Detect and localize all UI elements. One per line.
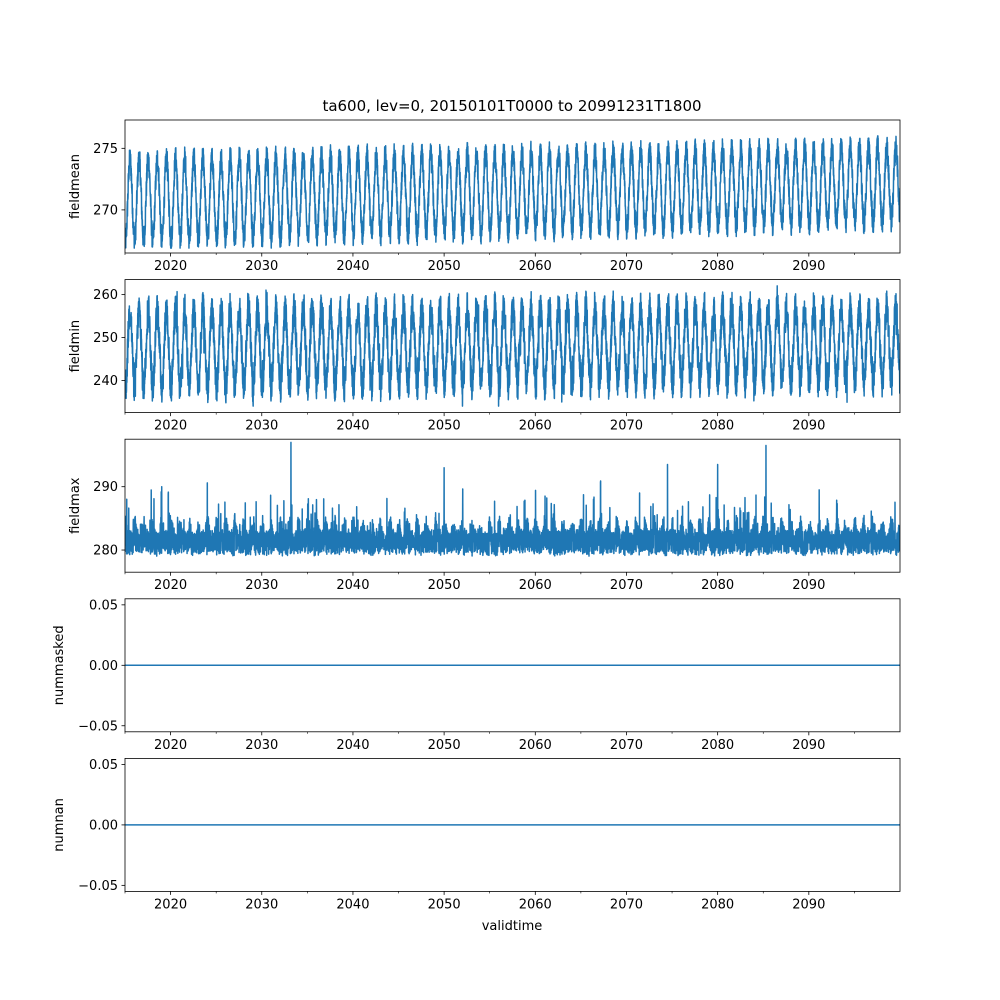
subplot-nummasked: 2020 2030 2040 2050 2060 2070 2080 2090 −0.05 0.0… <box>52 598 901 753</box>
nummasked-y-axis-label: nummasked <box>52 625 67 705</box>
x-tick-label: 2020 <box>154 738 187 753</box>
x-tick-label: 2020 <box>154 259 187 274</box>
x-tick-label: 2060 <box>519 897 552 912</box>
x-tick-label: 2050 <box>428 578 461 593</box>
y-tick-label: 280 <box>93 544 118 559</box>
y-tick-label: 270 <box>93 203 118 218</box>
x-tick-label: 2080 <box>701 419 734 434</box>
chart-title: ta600, lev=0, 20150101T0000 to 20991231T… <box>322 97 701 115</box>
x-tick-label: 2080 <box>701 738 734 753</box>
y-tick-label: 275 <box>93 142 118 157</box>
fieldmax-series-line <box>125 441 900 557</box>
x-tick-label: 2060 <box>519 578 552 593</box>
x-tick-label: 2030 <box>245 578 278 593</box>
fieldmin-y-axis-label: fieldmin <box>68 320 83 373</box>
y-tick-label: 290 <box>93 480 118 495</box>
x-tick-label: 2040 <box>336 259 369 274</box>
subplots: 2020 2030 2040 2050 2060 2070 2080 2090 270 275 fi… <box>52 119 901 912</box>
fieldmax-axes-frame <box>124 438 901 573</box>
x-tick-label: 2020 <box>154 897 187 912</box>
x-tick-label: 2030 <box>245 897 278 912</box>
x-axis-label: validtime <box>482 919 543 934</box>
y-tick-label: 240 <box>93 374 118 389</box>
x-tick-label: 2070 <box>610 738 643 753</box>
y-tick-label: 0.05 <box>89 758 118 773</box>
x-tick-label: 2030 <box>245 419 278 434</box>
x-tick-label: 2060 <box>519 419 552 434</box>
y-tick-label: 250 <box>93 331 118 346</box>
fieldmax-y-axis-label: fieldmax <box>68 477 83 534</box>
x-tick-label: 2070 <box>610 897 643 912</box>
y-tick-label: 0.00 <box>89 659 118 674</box>
x-tick-label: 2060 <box>519 738 552 753</box>
x-tick-label: 2080 <box>701 578 734 593</box>
x-tick-label: 2050 <box>428 897 461 912</box>
fieldmin-axes-frame <box>124 279 901 414</box>
subplot-fieldmean: 2020 2030 2040 2050 2060 2070 2080 2090 270 275 fi… <box>68 119 901 274</box>
x-tick-label: 2030 <box>245 738 278 753</box>
x-tick-label: 2040 <box>336 738 369 753</box>
x-tick-label: 2040 <box>336 897 369 912</box>
x-tick-label: 2070 <box>610 259 643 274</box>
numnan-y-axis-label: numnan <box>52 798 67 852</box>
x-tick-label: 2070 <box>610 578 643 593</box>
x-tick-label: 2090 <box>792 578 825 593</box>
subplot-fieldmin: 2020 2030 2040 2050 2060 2070 2080 2090 240 250 26… <box>68 279 901 434</box>
x-tick-label: 2070 <box>610 419 643 434</box>
subplot-numnan: 2020 2030 2040 2050 2060 2070 2080 2090 −0.05 0.0… <box>52 758 901 912</box>
x-tick-label: 2020 <box>154 578 187 593</box>
x-tick-label: 2080 <box>701 897 734 912</box>
fieldmin-series-line <box>125 285 900 407</box>
fieldmean-axes-frame <box>124 119 901 254</box>
x-tick-label: 2050 <box>428 419 461 434</box>
subplot-fieldmax: 2020 2030 2040 2050 2060 2070 2080 2090 280 290 fi… <box>68 438 901 593</box>
x-tick-label: 2080 <box>701 259 734 274</box>
y-tick-label: −0.05 <box>78 879 118 894</box>
fieldmean-y-axis-label: fieldmean <box>68 154 83 219</box>
x-tick-label: 2040 <box>336 419 369 434</box>
x-tick-label: 2040 <box>336 578 369 593</box>
x-tick-label: 2060 <box>519 259 552 274</box>
x-tick-label: 2090 <box>792 897 825 912</box>
x-tick-label: 2050 <box>428 738 461 753</box>
x-tick-label: 2050 <box>428 259 461 274</box>
x-tick-label: 2090 <box>792 259 825 274</box>
y-tick-label: 0.00 <box>89 818 118 833</box>
fieldmean-series-line <box>125 135 900 249</box>
y-tick-label: 0.05 <box>89 598 118 613</box>
x-tick-label: 2020 <box>154 419 187 434</box>
x-tick-label: 2090 <box>792 419 825 434</box>
y-tick-label: 260 <box>93 288 118 303</box>
y-tick-label: −0.05 <box>78 719 118 734</box>
x-tick-label: 2090 <box>792 738 825 753</box>
x-tick-label: 2030 <box>245 259 278 274</box>
